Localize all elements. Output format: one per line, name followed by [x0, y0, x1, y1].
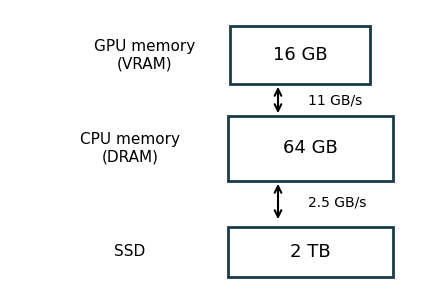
Text: SSD: SSD — [114, 244, 145, 260]
Text: GPU memory
(VRAM): GPU memory (VRAM) — [95, 39, 195, 71]
Text: 11 GB/s: 11 GB/s — [308, 93, 362, 107]
Text: 16 GB: 16 GB — [273, 46, 327, 64]
Bar — [230, 26, 370, 84]
Text: CPU memory
(DRAM): CPU memory (DRAM) — [80, 132, 180, 164]
Text: 64 GB: 64 GB — [283, 139, 338, 157]
Text: 2.5 GB/s: 2.5 GB/s — [308, 195, 366, 209]
Bar — [228, 116, 393, 181]
Text: 2 TB: 2 TB — [290, 243, 330, 261]
Bar — [228, 227, 393, 277]
